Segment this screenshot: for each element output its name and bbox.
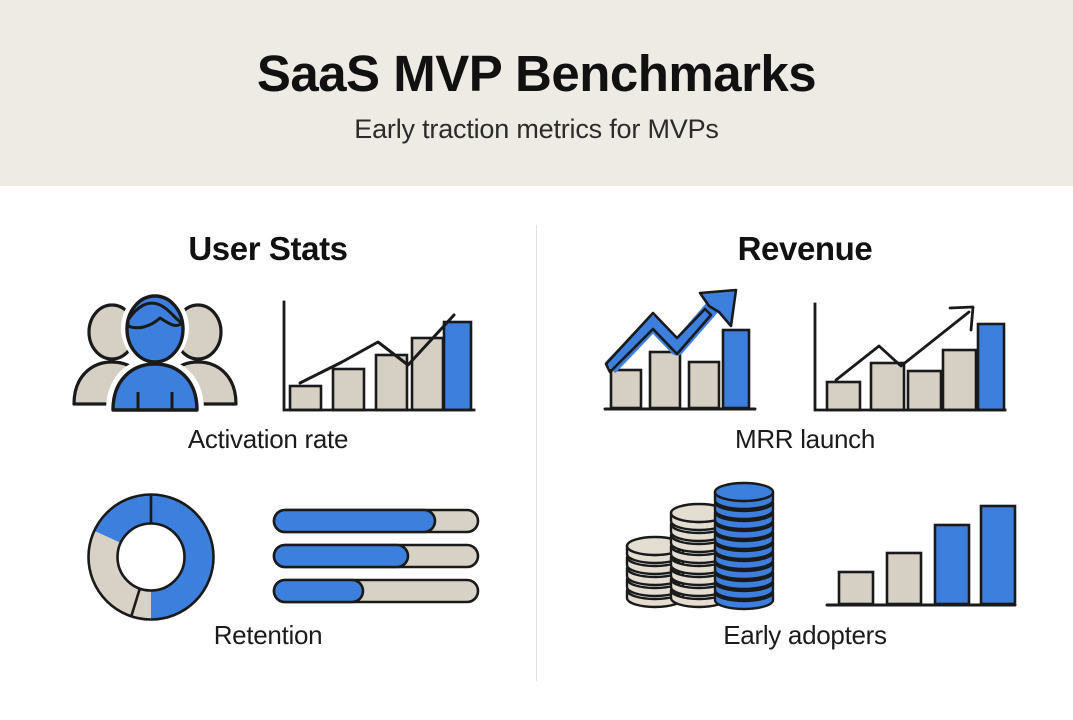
label-activation-rate: Activation rate — [187, 424, 349, 454]
column-user-stats: User Stats — [0, 186, 536, 720]
ascending-bar-chart-icon — [823, 500, 1017, 610]
column-revenue: Revenue — [537, 186, 1073, 720]
label-mrr-launch: MRR launch — [734, 424, 876, 454]
page-subtitle: Early traction metrics for MVPs — [354, 114, 719, 145]
cell-retention: Retention — [0, 486, 536, 676]
column-title-user-stats: User Stats — [188, 230, 348, 267]
chart-axes — [282, 300, 476, 412]
coin-stacks-icon — [613, 481, 775, 618]
column-title-revenue: Revenue — [737, 230, 873, 267]
label-early-adopters: Early adopters — [723, 620, 887, 650]
header-band: SaaS MVP Benchmarks Early traction metri… — [0, 0, 1073, 186]
bar-chart-with-trendline-icon — [282, 298, 476, 416]
trend-arrow-line — [834, 310, 971, 382]
growth-arrow-shaft — [604, 297, 723, 374]
column-divider — [536, 225, 537, 681]
people-group-icon — [70, 290, 240, 415]
page-title: SaaS MVP Benchmarks — [256, 44, 817, 102]
trendline — [298, 313, 456, 385]
label-retention: Retention — [213, 620, 323, 650]
hair-detail — [126, 301, 184, 330]
growth-arrow-head — [698, 288, 738, 328]
growth-arrow-bars-icon — [603, 288, 757, 418]
cell-activation-rate: Activation rate — [0, 290, 536, 480]
progress-bars-icon — [272, 508, 480, 604]
trend-arrow-head — [948, 305, 975, 332]
chart-axes — [813, 302, 1007, 412]
content-area: User Stats — [0, 186, 1073, 720]
cell-mrr-launch: MRR launch — [537, 288, 1073, 480]
bar-chart-with-arrow-icon — [809, 298, 1007, 416]
donut-chart-icon — [87, 493, 215, 621]
cell-early-adopters: Early adopters — [537, 481, 1073, 676]
